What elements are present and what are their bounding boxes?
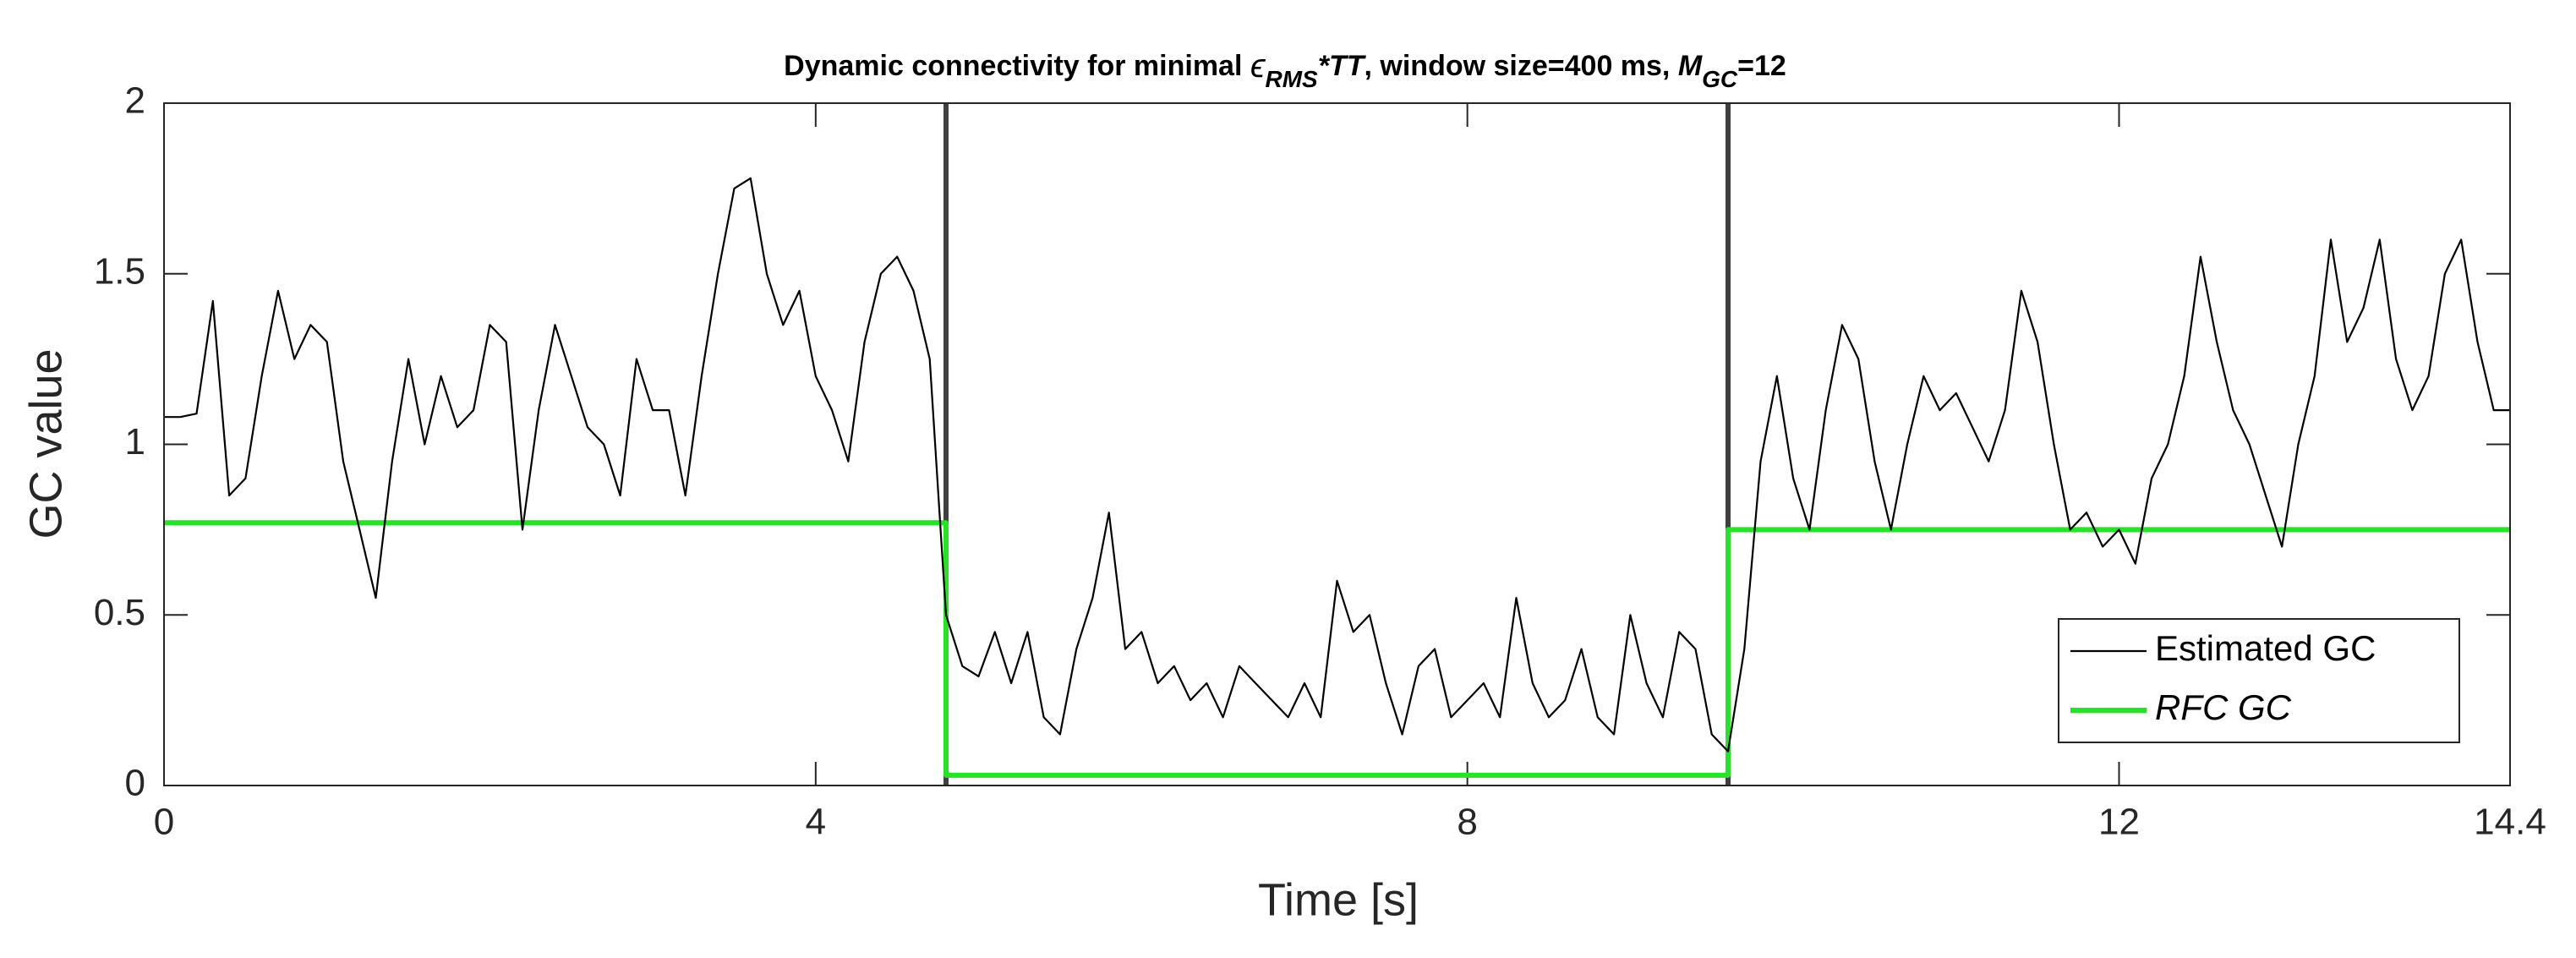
axes-box: [163, 102, 2511, 786]
x-tick-label: 12: [2098, 802, 2140, 843]
legend-label: RFC GC: [2155, 687, 2292, 727]
title-part: =12: [1737, 50, 1786, 82]
y-tick-label: 2: [125, 80, 145, 122]
x-tick-label: 8: [1457, 802, 1477, 843]
line-series: [164, 520, 2510, 778]
line-series: [164, 177, 2510, 753]
title-part: , window size=400 ms,: [1365, 50, 1678, 82]
title-part: *TT: [1318, 50, 1367, 82]
y-tick-label: 1: [125, 421, 145, 463]
x-tick-label: 0: [154, 802, 174, 843]
legend-box: [2058, 618, 2460, 743]
title-part: ϵ: [1250, 47, 1266, 85]
y-tick-label: 0.5: [94, 592, 145, 633]
legend-label: Estimated GC: [2155, 628, 2376, 668]
x-axis-label: Time [s]: [1258, 874, 1419, 925]
title-part: M: [1678, 50, 1703, 82]
x-tick-label: 14.4: [2474, 802, 2546, 843]
title-part: Dynamic connectivity for minimal: [784, 50, 1250, 82]
title-part: RMS: [1266, 66, 1319, 92]
title-part: GC: [1702, 66, 1738, 92]
x-tick-label: 4: [806, 802, 826, 843]
y-axis-label: GC value: [20, 348, 71, 539]
y-tick-label: 1.5: [94, 250, 145, 292]
chart-title: Dynamic connectivity for minimal ϵRMS*TT…: [784, 47, 1786, 92]
y-tick-label: 0: [125, 763, 145, 804]
